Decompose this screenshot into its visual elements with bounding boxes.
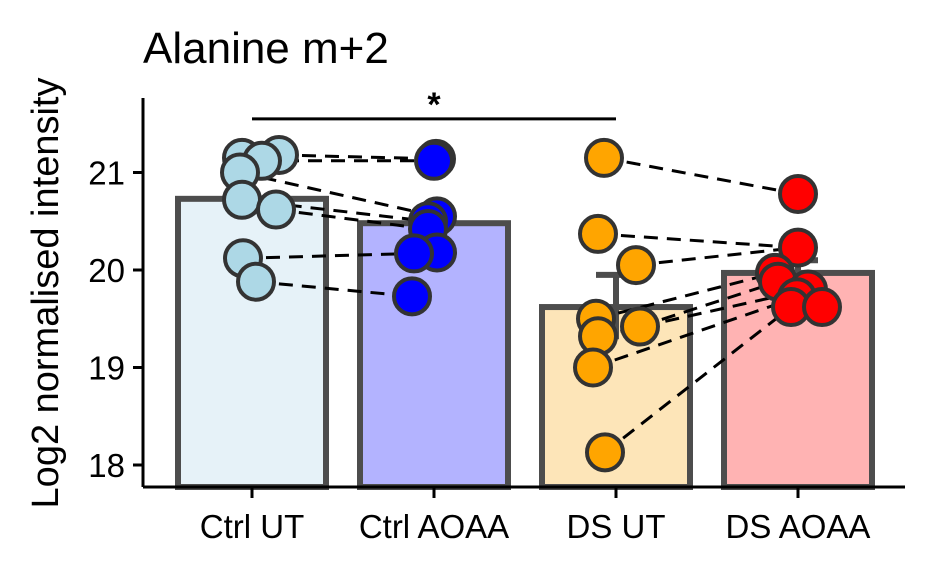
significance-label: * — [427, 86, 441, 124]
data-point-2-2 — [616, 245, 656, 286]
data-point-3-0 — [778, 173, 818, 214]
y-tick-label-20: 20 — [88, 252, 125, 289]
data-point-2-1 — [578, 213, 618, 254]
data-point-1-7 — [392, 276, 432, 317]
x-tick-label-0: Ctrl UT — [200, 508, 304, 545]
bars-layer — [175, 195, 875, 490]
data-point-2-4 — [620, 306, 660, 347]
x-tick-label-2: DS UT — [567, 508, 666, 545]
bar-3 — [721, 269, 875, 490]
paired-line-11 — [639, 280, 779, 328]
paired-line-7 — [603, 156, 799, 196]
paired-line-5 — [242, 251, 415, 260]
x-tick-label-3: DS AOAA — [726, 508, 871, 545]
data-point-2-7 — [585, 432, 625, 473]
paired-line-0 — [278, 153, 437, 161]
data-point-0-4 — [222, 179, 262, 220]
chart-title: Alanine m+2 — [143, 24, 389, 73]
y-tick-label-18: 18 — [88, 447, 125, 484]
paired-line-13 — [592, 295, 798, 369]
paired-line-9 — [635, 246, 799, 267]
axes-layer: 18 19 20 21 Ctrl UT Ctrl AOAA DS UT DS AOAA — [88, 98, 905, 545]
paired-line-10 — [595, 271, 776, 321]
significance-layer: * — [252, 86, 616, 124]
points-layer — [220, 134, 842, 473]
y-axis-label: Log2 normalised intensity — [25, 78, 67, 509]
y-tick-label-21: 21 — [88, 155, 125, 192]
data-point-0-7 — [236, 261, 276, 302]
data-point-2-0 — [584, 137, 624, 178]
paired-line-4 — [275, 208, 429, 231]
data-point-3-7 — [802, 287, 842, 328]
data-point-3-1 — [778, 227, 818, 268]
data-point-1-1 — [414, 140, 454, 181]
paired-line-6 — [255, 280, 413, 298]
x-tick-label-1: Ctrl AOAA — [359, 508, 509, 545]
paired-line-14 — [604, 305, 792, 454]
data-point-2-6 — [573, 347, 613, 388]
data-point-1-6 — [394, 233, 434, 274]
y-tick-label-19: 19 — [88, 350, 125, 387]
data-point-0-5 — [256, 189, 296, 230]
paired-line-8 — [597, 232, 799, 250]
paired-line-2 — [239, 171, 438, 218]
